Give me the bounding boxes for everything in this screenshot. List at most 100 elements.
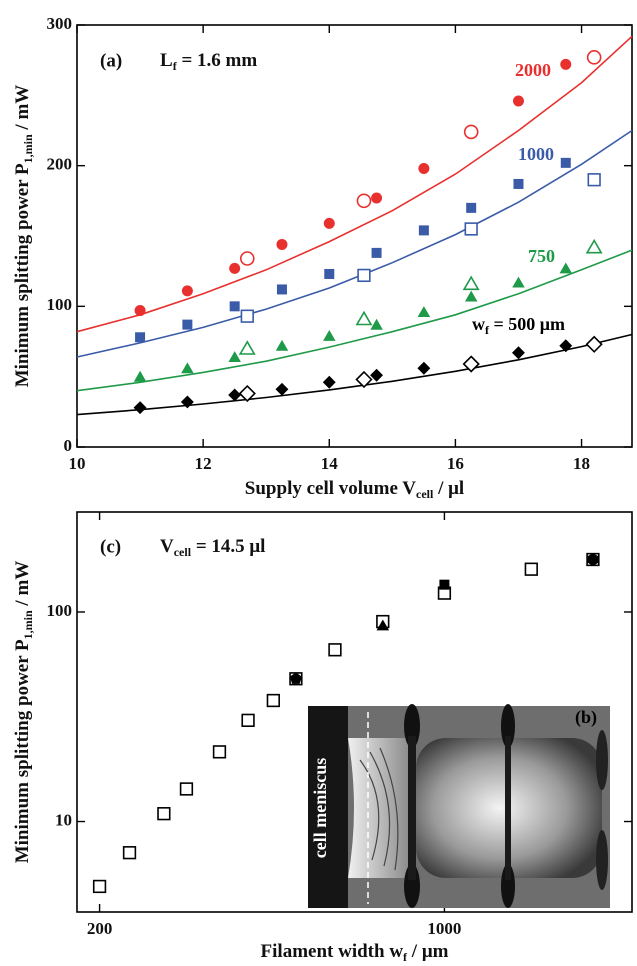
marker	[238, 340, 256, 355]
marker	[587, 173, 601, 187]
marker	[133, 401, 147, 415]
marker	[323, 217, 335, 229]
curve-label-part: w	[472, 314, 485, 334]
y-tick-label: 300	[47, 14, 73, 33]
curve-label-part: 750	[528, 246, 555, 266]
marker	[357, 268, 371, 283]
x-tick-label: 200	[87, 919, 113, 938]
annotation-part: cell	[174, 545, 192, 559]
x-axis-label: Filament width wf / μm	[261, 941, 449, 963]
marker	[229, 301, 240, 312]
marker	[122, 846, 137, 860]
marker	[559, 339, 573, 353]
marker	[370, 368, 384, 382]
marker	[181, 285, 193, 297]
fit-line	[76, 35, 633, 333]
y-axis-label: Minimum splitting power P1,min / mW	[12, 85, 34, 388]
curve-label: 2000	[515, 60, 551, 80]
marker	[356, 193, 372, 209]
marker	[524, 562, 538, 576]
inset-filament	[505, 736, 511, 880]
x-tick-label: 1000	[427, 919, 461, 938]
marker	[289, 672, 302, 684]
annotation-part: = 14.5 μl	[191, 536, 265, 557]
curve-label-part: 1000	[518, 144, 554, 164]
fit-line	[76, 333, 633, 416]
marker	[92, 879, 107, 894]
marker	[559, 262, 573, 274]
y-axis-label-part: Minimum splitting power P	[12, 639, 33, 863]
marker	[587, 553, 599, 566]
marker	[133, 370, 147, 382]
curve-label: 1000	[518, 144, 554, 164]
marker	[355, 370, 373, 389]
y-axis-label-part: 1,min	[21, 610, 35, 639]
x-tick-label: 14	[321, 454, 339, 473]
y-tick-label: 100	[47, 601, 73, 620]
inset-dark-band	[308, 706, 348, 908]
marker	[322, 375, 336, 389]
x-tick-label: 12	[195, 454, 212, 473]
inset-label: (b)	[575, 707, 597, 728]
annotation: Vcell = 14.5 μl	[160, 536, 265, 558]
marker	[560, 157, 571, 168]
marker	[463, 124, 479, 140]
marker	[512, 276, 525, 288]
y-axis-label-part: 1,min	[21, 134, 35, 163]
y-tick-label: 10	[55, 810, 72, 829]
marker	[241, 713, 255, 727]
marker	[585, 335, 603, 353]
marker	[324, 268, 335, 279]
marker	[371, 192, 383, 204]
marker	[275, 382, 289, 396]
x-axis-label-part: / μm	[407, 941, 449, 962]
inset-fringes	[359, 747, 399, 871]
inset-filament	[408, 736, 416, 880]
marker	[466, 202, 477, 213]
marker	[276, 284, 287, 295]
curve-label: wf = 500 μm	[472, 314, 565, 337]
marker	[181, 362, 194, 374]
inset-meniscus	[348, 738, 410, 878]
marker	[418, 225, 429, 236]
marker	[228, 351, 241, 362]
marker	[239, 251, 255, 266]
marker	[370, 318, 383, 330]
x-axis-label-part: / μl	[433, 478, 464, 499]
marker	[355, 310, 373, 326]
annotation-part: f	[173, 59, 178, 73]
y-tick-label: 0	[64, 436, 73, 455]
x-tick-label: 10	[69, 454, 86, 473]
marker	[328, 643, 342, 657]
y-axis-label-part: Minimum splitting power P	[12, 163, 33, 387]
marker	[511, 346, 525, 360]
inset-filament	[596, 830, 608, 890]
x-tick-label: 18	[573, 454, 590, 473]
x-tick-label: 16	[447, 454, 464, 473]
x-axis-label-part: Supply cell volume V	[245, 478, 416, 499]
marker	[512, 95, 524, 107]
fit-line	[76, 249, 633, 392]
curve-label-part: 2000	[515, 60, 551, 80]
marker	[238, 384, 256, 403]
marker	[135, 332, 146, 343]
marker	[417, 306, 431, 317]
marker	[462, 275, 480, 291]
marker	[586, 50, 602, 65]
x-axis-label-part: Filament width w	[261, 941, 404, 962]
marker	[439, 579, 450, 590]
marker	[228, 388, 242, 402]
marker	[560, 58, 572, 70]
x-axis-label-part: cell	[416, 487, 434, 501]
y-axis-label: Minimum splitting power P1,min / mW	[12, 561, 34, 864]
inset-image: cell meniscus (b)	[308, 704, 610, 908]
marker	[134, 305, 146, 317]
marker	[276, 238, 288, 250]
x-axis-label: Supply cell volume Vcell / μl	[245, 478, 464, 500]
curve-label-part: = 500 μm	[489, 314, 565, 334]
marker	[182, 319, 193, 330]
marker	[464, 222, 478, 236]
x-axis-label-part: f	[403, 950, 408, 964]
y-tick-label: 200	[47, 155, 73, 174]
